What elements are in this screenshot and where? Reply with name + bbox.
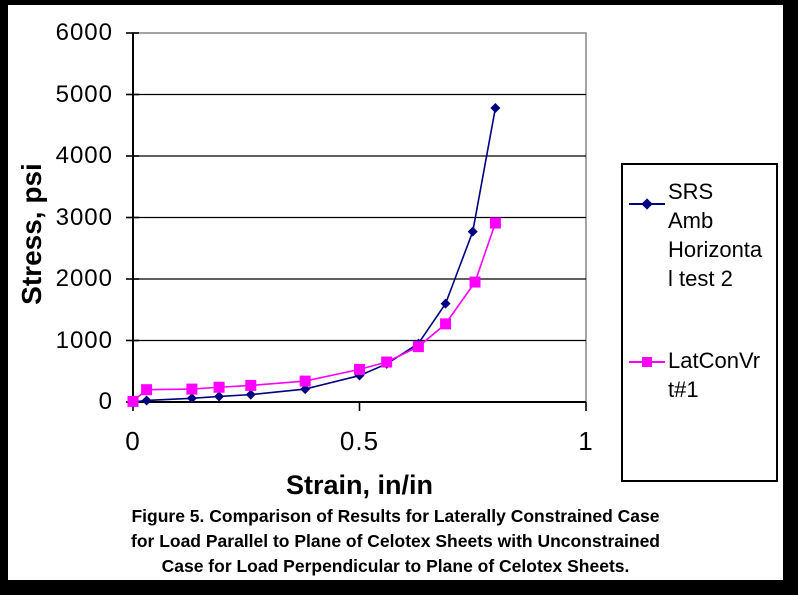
y-tick-label-5000: 5000 [55,80,113,108]
diamond-marker-icon [641,198,653,210]
legend-marker-series-2 [629,352,665,372]
data-point-square [213,381,225,393]
caption-line-2: for Load Parallel to Plane of Celotex Sh… [131,531,660,551]
legend-label-line: LatConVr [668,348,761,373]
x-tick-label-1: 1 [578,426,594,456]
x-tick-label-0.5: 0.5 [339,426,380,456]
y-tick-label-1000: 1000 [55,326,113,354]
data-point-diamond [490,103,501,114]
data-point-square [440,318,452,330]
data-point-diamond [245,389,256,400]
y-tick-label-4000: 4000 [55,142,113,169]
legend-label-line: SRS [668,179,714,204]
y-tick-label-2000: 2000 [55,265,113,292]
data-point-diamond [214,391,225,402]
data-point-square [186,383,198,395]
legend-marker-series-1 [629,194,665,214]
chart-legend: SRS Amb Horizonta l test 2 LatConVr t#1 [621,163,778,482]
data-point-diamond [141,395,152,406]
square-marker-icon [642,357,652,367]
y-tick-label-3000: 3000 [55,203,113,231]
data-point-diamond [467,226,478,237]
y-tick-label-0: 0 [98,388,113,415]
figure-caption: Figure 5. Comparison of Results for Late… [8,504,783,579]
data-point-square [469,276,481,288]
x-axis-title: Strain, in/in [285,470,433,500]
caption-line-3: Case for Load Perpendicular to Plane of … [161,556,630,576]
series-line-2 [132,222,497,402]
series-line-1 [132,107,497,403]
legend-label-line: Horizonta [668,237,763,262]
data-point-square [354,363,365,375]
y-tick-label-6000: 6000 [55,19,113,46]
caption-line-1: Figure 5. Comparison of Results for Late… [131,506,660,526]
data-point-square [381,356,393,368]
legend-label-line: Amb [668,208,714,233]
legend-label-line: t#1 [668,377,699,402]
data-point-square [489,217,501,229]
data-point-diamond [440,298,451,309]
data-point-square [141,384,153,396]
data-point-diamond [186,393,197,404]
x-tick-label-0: 0 [125,426,141,456]
legend-label-line: l test 2 [668,266,733,291]
legend-label-series-1: SRS Amb Horizonta l test 2 [668,177,762,293]
data-point-square [412,341,424,353]
data-point-square [299,375,311,387]
y-axis-title: Stress, psi [16,163,47,305]
data-point-square [127,395,139,407]
legend-label-series-2: LatConVr t#1 [668,346,760,404]
data-point-square [245,379,257,391]
